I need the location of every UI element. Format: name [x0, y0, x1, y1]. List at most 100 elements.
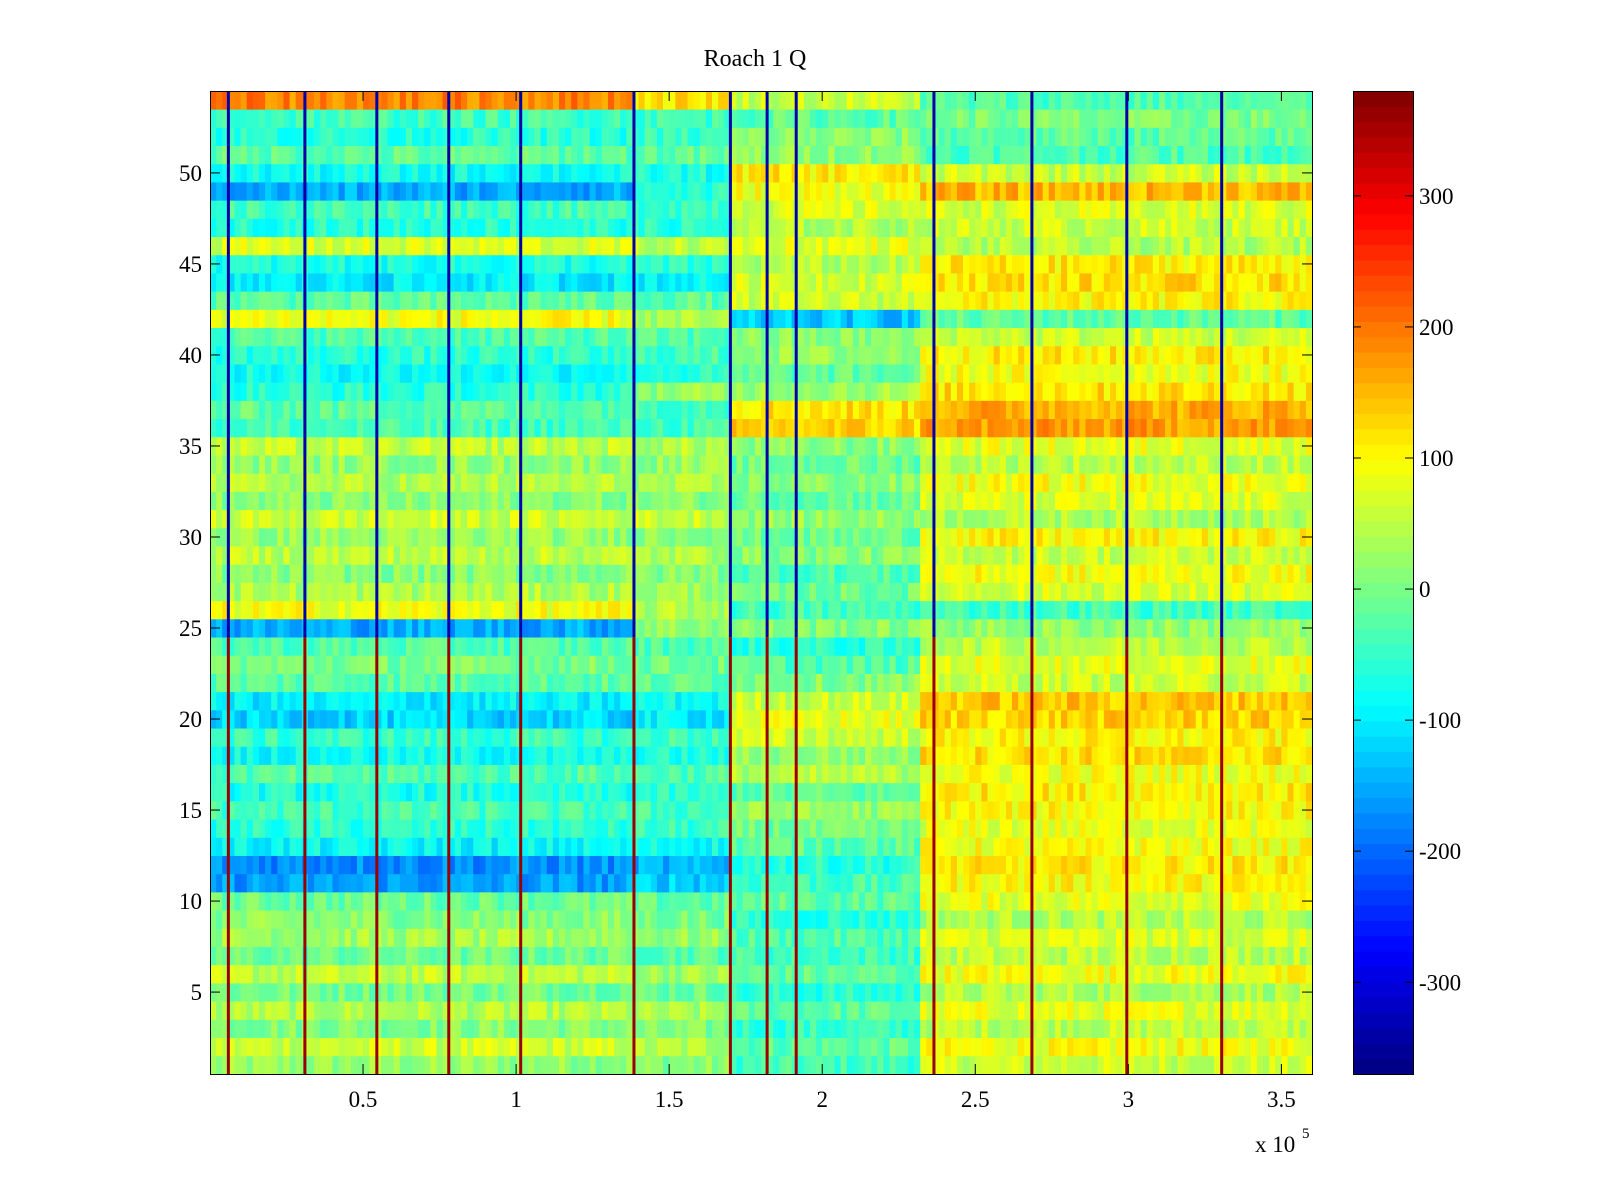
heatmap-cell	[552, 764, 560, 784]
heatmap-cell	[858, 600, 866, 620]
heatmap-cell	[430, 618, 437, 638]
heatmap-cell	[289, 691, 297, 711]
heatmap-cell	[858, 728, 866, 747]
heatmap-cell	[944, 582, 952, 602]
heatmap-cell	[963, 637, 970, 656]
heatmap-cell	[865, 1055, 872, 1075]
heatmap-cell	[461, 564, 468, 583]
heatmap-cell	[883, 1055, 890, 1075]
heatmap-cell	[258, 855, 266, 875]
heatmap-cell	[718, 1001, 725, 1020]
heatmap-cell	[252, 564, 260, 583]
heatmap-cell	[687, 928, 695, 947]
heatmap-cell	[509, 837, 517, 856]
heatmap-cell	[1073, 655, 1080, 674]
heatmap-cell	[350, 637, 358, 656]
heatmap-cell	[442, 600, 450, 620]
heatmap-cell	[356, 764, 364, 784]
heatmap-cell	[571, 1037, 578, 1057]
heatmap-cell	[1287, 600, 1295, 620]
heatmap-cell	[307, 600, 315, 620]
heatmap-cell	[987, 691, 995, 711]
heatmap-cell	[907, 800, 915, 820]
heatmap-cell	[1097, 600, 1105, 620]
heatmap-cell	[932, 855, 939, 875]
heatmap-cell	[1263, 891, 1270, 911]
heatmap-cell	[546, 1001, 554, 1020]
heatmap-cell	[969, 728, 976, 747]
heatmap-cell	[430, 782, 437, 802]
heatmap-cell	[773, 910, 780, 929]
heatmap-cell	[314, 618, 321, 638]
heatmap-cell	[901, 910, 909, 929]
heatmap-cell	[1183, 782, 1190, 802]
heatmap-cell	[1165, 764, 1172, 784]
heatmap-cell	[1091, 891, 1099, 911]
heatmap-cell	[601, 728, 609, 747]
heatmap-cell	[638, 637, 646, 656]
heatmap-cell	[552, 728, 560, 747]
heatmap-cell	[1134, 1055, 1141, 1075]
heatmap-cell	[736, 982, 744, 1002]
heatmap-cell	[454, 891, 462, 911]
heatmap-cell	[467, 891, 474, 911]
heatmap-cell	[540, 946, 548, 966]
heatmap-cell	[663, 564, 670, 583]
heatmap-cell	[1256, 600, 1264, 620]
heatmap-cell	[956, 855, 964, 875]
heatmap-cell	[1024, 1037, 1031, 1057]
heatmap-cell	[852, 800, 860, 820]
heatmap-cell	[1091, 982, 1099, 1002]
heatmap-cell	[399, 819, 407, 838]
heatmap-cell	[418, 928, 425, 947]
heatmap-cell	[926, 964, 933, 984]
heatmap-cell	[565, 746, 572, 765]
heatmap-cell	[252, 728, 260, 747]
heatmap-cell	[369, 637, 376, 656]
heatmap-cell	[816, 855, 823, 875]
heatmap-cell	[779, 891, 786, 911]
heatmap-cell	[822, 800, 829, 820]
heatmap-cell	[356, 837, 364, 856]
heatmap-cell	[1067, 982, 1074, 1002]
heatmap-cell	[479, 691, 486, 711]
heatmap-cell	[1269, 618, 1276, 638]
heatmap-cell	[307, 673, 315, 693]
heatmap-cell	[479, 709, 486, 729]
heatmap-cell	[1165, 910, 1172, 929]
heatmap-cell	[338, 1019, 346, 1038]
heatmap-cell	[644, 946, 652, 966]
heatmap-cell	[705, 891, 713, 911]
heatmap-cell	[901, 855, 909, 875]
heatmap-cell	[828, 655, 835, 674]
heatmap-cell	[675, 891, 682, 911]
heatmap-cell	[332, 564, 339, 583]
heatmap-cell	[1189, 1037, 1197, 1057]
heatmap-cell	[1171, 582, 1178, 602]
heatmap-cell	[1116, 910, 1123, 929]
heatmap-cell	[448, 782, 456, 802]
heatmap-cell	[920, 564, 927, 583]
heatmap-cell	[914, 728, 921, 747]
heatmap-cell	[1152, 1019, 1160, 1038]
heatmap-cell	[442, 637, 450, 656]
heatmap-cell	[381, 582, 388, 602]
heatmap-cell	[1195, 637, 1203, 656]
heatmap-cell	[314, 910, 321, 929]
heatmap-cell	[344, 1055, 352, 1075]
heatmap-cell	[350, 655, 358, 674]
heatmap-cell	[1024, 782, 1031, 802]
heatmap-cell	[1036, 964, 1044, 984]
heatmap-cell	[1116, 782, 1123, 802]
heatmap-cell	[809, 637, 817, 656]
heatmap-cell	[773, 891, 780, 911]
heatmap-cell	[1171, 764, 1178, 784]
heatmap-cell	[681, 891, 688, 911]
heatmap-cell	[999, 709, 1007, 729]
heatmap-cell	[822, 564, 829, 583]
heatmap-cell	[663, 618, 670, 638]
heatmap-cell	[748, 855, 756, 875]
heatmap-cell	[1189, 800, 1197, 820]
heatmap-cell	[1018, 600, 1025, 620]
heatmap-cell	[975, 964, 982, 984]
